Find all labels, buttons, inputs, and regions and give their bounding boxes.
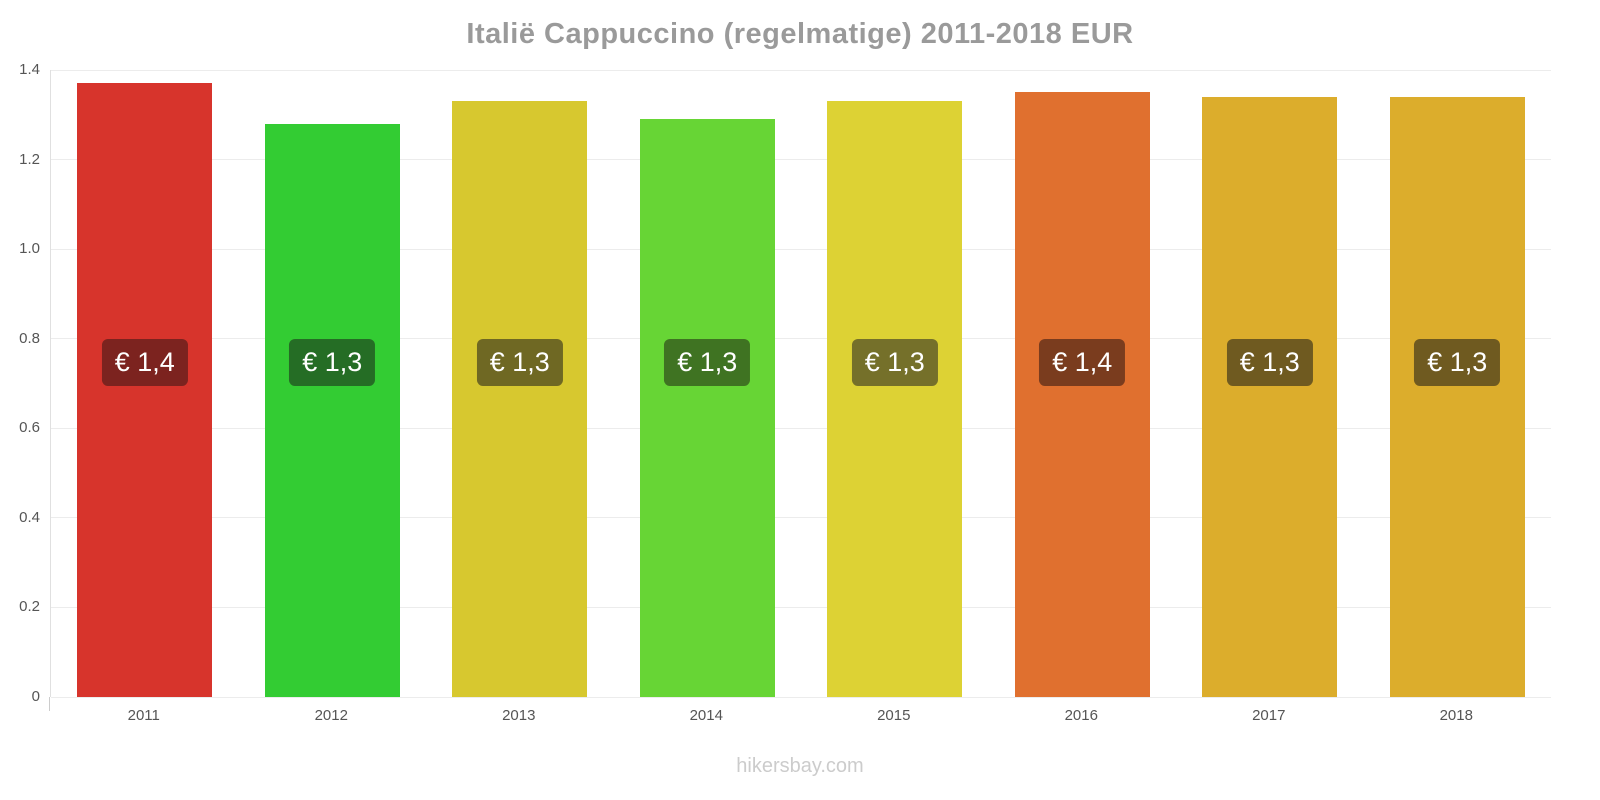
bar-value-badge: € 1,3 [476,339,563,386]
x-tick-label: 2012 [314,707,348,724]
bar-value-badge: € 1,3 [1226,339,1313,386]
bar-2014: € 1,3 [639,119,775,697]
bar-2017: € 1,3 [1202,96,1338,697]
x-tick-label: 2016 [1064,707,1098,724]
bar-2015: € 1,3 [827,101,963,697]
bar-value-badge: € 1,3 [289,339,376,386]
footer-watermark: hikersbay.com [736,755,864,777]
y-tick-label: 1.4 [19,61,40,78]
y-tick-label: 0.2 [19,598,40,616]
gridline [51,606,1551,608]
plot-area: € 1,4 € 1,3 € 1,3 € 1,3 € 1,3 € 1,4 € 1,3 € 1,3 [50,69,1551,698]
bar-2016: € 1,4 [1014,92,1150,697]
bar-2011: € 1,4 [77,83,213,697]
y-tick-label: 0.6 [19,419,40,437]
bar-2018: € 1,3 [1389,96,1525,697]
gridline [51,517,1551,519]
y-tick-label: 1.0 [19,240,40,258]
bar-2012: € 1,3 [264,123,400,697]
x-tick-label: 2013 [502,707,536,724]
x-tick-label: 2011 [127,707,160,724]
gridline [51,338,1551,340]
gridline [51,159,1551,161]
gridline [51,427,1551,429]
chart-title: Italië Cappuccino (regelmatige) 2011-201… [466,18,1134,50]
y-tick-label: 0.4 [19,508,40,526]
gridline [51,248,1551,250]
bar-2013: € 1,3 [452,101,588,697]
bar-value-badge: € 1,3 [1414,339,1501,386]
bar-value-badge: € 1,3 [664,339,751,386]
y-tick-label: 0 [31,688,40,705]
x-axis-tick [49,697,50,711]
bar-value-badge: € 1,4 [1039,339,1126,386]
bar-value-badge: € 1,3 [851,339,938,386]
gridline [51,69,1551,71]
x-tick-label: 2014 [689,707,723,724]
gridline [51,696,1551,698]
bar-value-badge: € 1,4 [101,339,188,386]
y-tick-label: 1.2 [19,150,40,168]
x-tick-label: 2015 [877,707,911,724]
x-tick-label: 2017 [1252,707,1286,724]
x-tick-label: 2018 [1439,707,1473,724]
y-tick-label: 0.8 [19,329,40,347]
